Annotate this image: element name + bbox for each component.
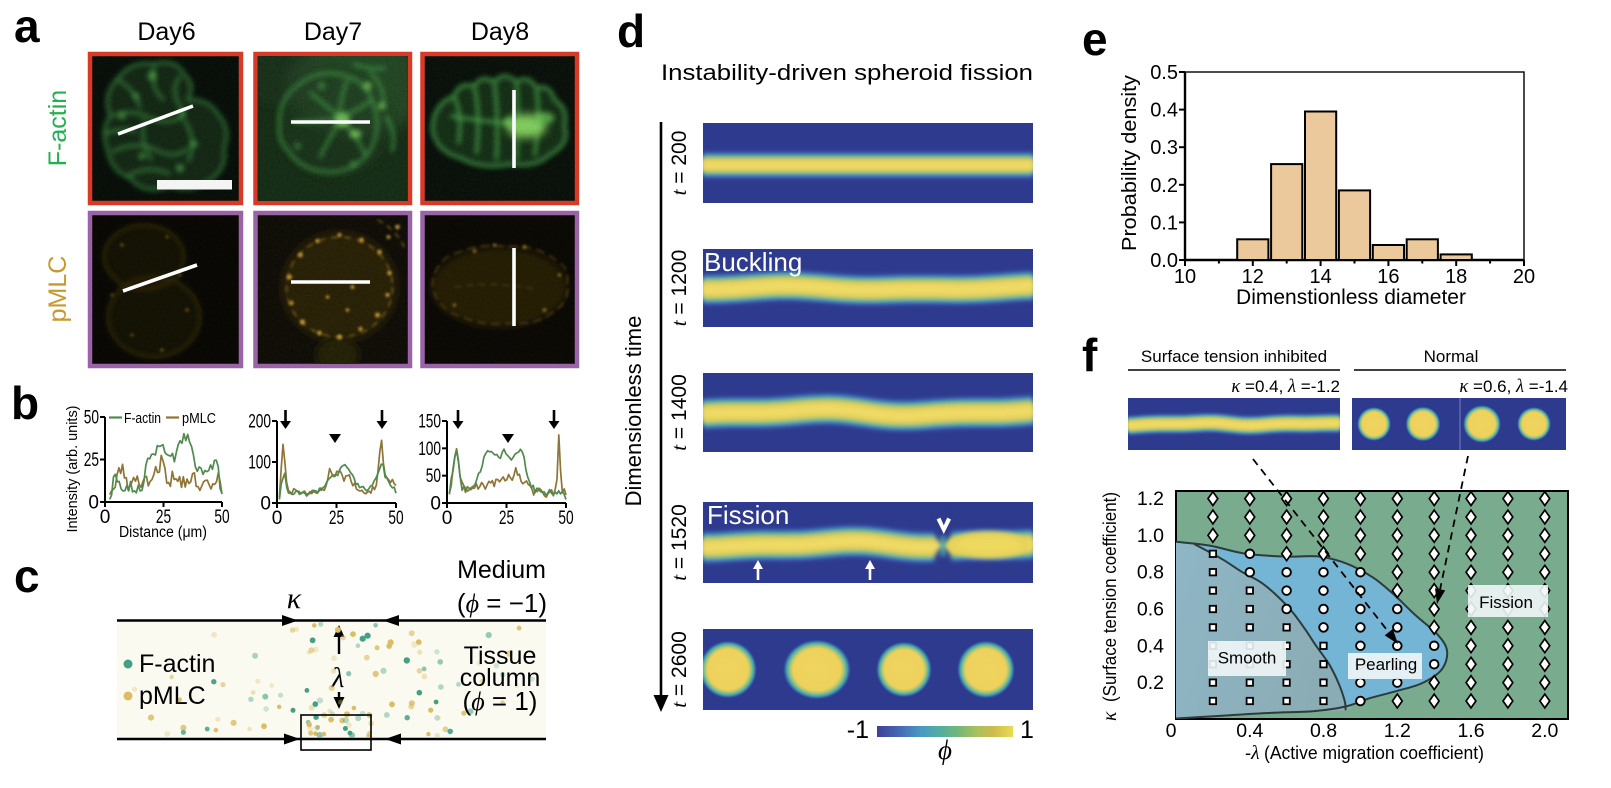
svg-text:Dimenstionless diameter: Dimenstionless diameter [1236,286,1466,309]
svg-text:column: column [460,664,541,692]
svg-text:18: 18 [1445,266,1467,288]
svg-text:1.0: 1.0 [1137,525,1164,547]
svg-text:Fission: Fission [707,500,789,530]
svg-text:0.4: 0.4 [1150,100,1178,122]
svg-text:50: 50 [84,408,99,429]
svg-text:κ =0.4, λ =-1.2: κ =0.4, λ =-1.2 [1231,377,1340,397]
svg-text:pMLC: pMLC [44,256,72,323]
svg-text:Surface tension inhibited: Surface tension inhibited [1141,347,1327,366]
svg-text:(Active migration coefficient): (Active migration coefficient) [1264,742,1484,763]
svg-text:ϕ: ϕ [938,735,952,765]
svg-text:Medium: Medium [457,556,546,584]
svg-text:100: 100 [248,453,271,474]
svg-text:b: b [11,377,39,429]
svg-text:t = 1200: t = 1200 [667,250,691,327]
svg-text:25: 25 [156,507,171,528]
svg-text:25: 25 [84,450,99,471]
svg-text:κ: κ [1100,711,1121,721]
svg-text:0: 0 [1166,720,1177,742]
svg-text:t = 1400: t = 1400 [667,374,691,451]
svg-text:F-actin: F-actin [44,90,72,166]
svg-text:200: 200 [248,412,271,433]
svg-text:0.4: 0.4 [1236,720,1263,742]
svg-text:0: 0 [260,494,271,515]
svg-text:0: 0 [430,494,441,515]
svg-text:Probability density: Probability density [1118,74,1141,251]
svg-text:0: 0 [100,507,111,528]
svg-text:1.2: 1.2 [1137,488,1164,510]
svg-text:t = 1520: t = 1520 [667,504,691,581]
svg-text:Pearling: Pearling [1355,655,1417,674]
svg-text:2.0: 2.0 [1531,720,1558,742]
svg-text:Distance (μm): Distance (μm) [119,524,207,541]
svg-text:0.4: 0.4 [1137,635,1164,657]
svg-text:0.3: 0.3 [1150,137,1178,159]
svg-text:100: 100 [418,439,441,460]
svg-text:t = 200: t = 200 [667,131,691,196]
svg-text:Tissue: Tissue [464,642,537,670]
svg-text:Day6: Day6 [137,18,195,46]
svg-text:14: 14 [1309,266,1331,288]
svg-text:0.6: 0.6 [1137,599,1164,621]
svg-text:1.6: 1.6 [1457,720,1484,742]
svg-text:0: 0 [442,508,453,529]
svg-text:-1: -1 [847,716,869,744]
svg-text:c: c [14,550,40,602]
svg-text:12: 12 [1242,266,1264,288]
svg-text:25: 25 [499,508,514,529]
svg-text:κ =0.6, λ =-1.4: κ =0.6, λ =-1.4 [1459,377,1568,397]
svg-text:(Surface tension coefficient): (Surface tension coefficient) [1099,492,1120,702]
svg-text:F-actin: F-actin [124,411,161,427]
svg-text:10: 10 [1174,266,1196,288]
svg-text:0.2: 0.2 [1150,175,1178,197]
svg-text:25: 25 [329,508,344,529]
svg-text:20: 20 [1513,266,1535,288]
svg-text:Intensity (arb. units): Intensity (arb. units) [64,405,81,532]
svg-text:d: d [617,5,645,57]
svg-text:1: 1 [1020,716,1034,744]
svg-text:0: 0 [88,493,99,514]
svg-text:-λ: -λ [1245,742,1260,764]
svg-text:Normal: Normal [1424,347,1479,366]
svg-text:Fission: Fission [1479,593,1533,612]
svg-text:f: f [1082,329,1098,381]
svg-text:F-actin: F-actin [139,650,215,678]
svg-text:Smooth: Smooth [1218,649,1277,668]
svg-text:0.8: 0.8 [1310,720,1337,742]
svg-text:50: 50 [214,507,229,528]
svg-text:0.2: 0.2 [1137,672,1164,694]
svg-text:pMLC: pMLC [182,411,216,427]
svg-text:50: 50 [558,508,573,529]
svg-text:Day8: Day8 [471,18,529,46]
svg-text:Day7: Day7 [304,18,362,46]
svg-text:0.5: 0.5 [1150,62,1178,84]
svg-text:0.0: 0.0 [1150,250,1178,272]
svg-text:λ: λ [331,662,345,694]
svg-text:(ϕ = 1): (ϕ = 1) [463,686,538,716]
svg-text:50: 50 [388,508,403,529]
svg-text:0.8: 0.8 [1137,562,1164,584]
svg-text:t = 2600: t = 2600 [667,631,691,708]
svg-text:50: 50 [426,466,441,487]
svg-text:a: a [14,0,40,52]
svg-text:(ϕ = −1): (ϕ = −1) [457,588,547,618]
svg-text:Dimensionless time: Dimensionless time [621,316,646,507]
svg-text:κ: κ [287,582,302,615]
svg-text:e: e [1082,13,1108,65]
svg-text:pMLC: pMLC [139,682,206,710]
svg-text:0.1: 0.1 [1150,212,1178,234]
svg-text:Instability-driven spheroid fi: Instability-driven spheroid fission [661,60,1033,85]
svg-text:Buckling: Buckling [704,247,802,277]
svg-text:1.2: 1.2 [1384,720,1411,742]
svg-text:0: 0 [272,508,283,529]
svg-text:16: 16 [1377,266,1399,288]
svg-text:150: 150 [418,412,441,433]
